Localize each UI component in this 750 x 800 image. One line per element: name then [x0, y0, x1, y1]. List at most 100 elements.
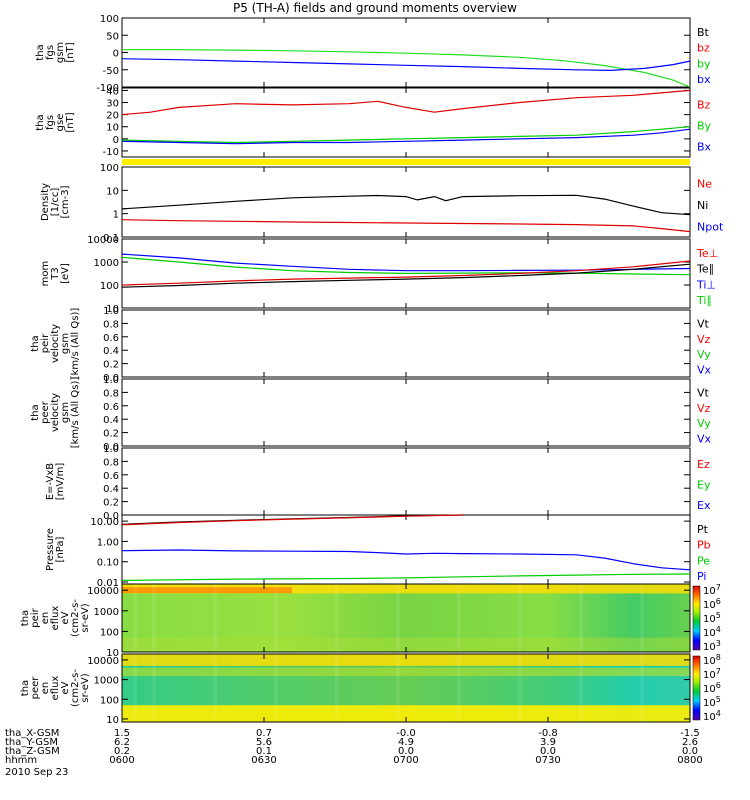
colorbar-peir_en_eflux	[692, 585, 701, 651]
y-tick-label: -10	[103, 147, 119, 158]
ephemeris-value: 1.5	[114, 728, 130, 739]
y-axis-label: eV	[60, 681, 71, 694]
ephemeris-value: -1.5	[680, 728, 700, 739]
y-tick-label: 0.8	[103, 457, 119, 468]
y-tick-label: 100	[100, 163, 119, 174]
y-axis-label: [mV/m]	[55, 463, 66, 501]
y-tick-label: 100	[100, 14, 119, 25]
ephemeris-value: 0.2	[114, 746, 130, 757]
y-tick-label: 1	[113, 210, 119, 221]
y-tick-label: 100	[100, 627, 119, 638]
y-axis-label: [km/s (All Qs)]	[70, 377, 81, 449]
panel-frame-fgs_gse	[121, 87, 691, 158]
y-axis-label: gsm	[60, 333, 71, 354]
series-line-Pb	[121, 514, 463, 526]
y-axis-label: sr-eV)	[80, 673, 91, 702]
y-tick-label: 0.6	[103, 402, 119, 413]
colorbar-label: 106	[703, 597, 721, 611]
series-line-Te∥	[121, 263, 691, 288]
y-tick-label: 10000	[87, 656, 119, 667]
ephemeris-label: tha_Z-GSM	[5, 746, 60, 757]
y-axis-label: en	[40, 612, 51, 625]
ephemeris-value: -0.8	[538, 728, 558, 739]
heatmap-stripe	[335, 654, 339, 722]
panel-frame-pressure	[121, 514, 691, 585]
y-axis-label: tha	[30, 335, 41, 351]
y-axis-label: tha	[30, 404, 41, 420]
y-axis-label: E=-VxB	[45, 463, 56, 500]
y-axis-label: Pressure	[45, 528, 56, 571]
heatmap-stripe	[640, 584, 644, 652]
legend-Vy: Vy	[697, 348, 711, 361]
heatmap-stripe	[213, 654, 217, 722]
ephemeris-value: 0.0	[398, 746, 414, 757]
y-tick-label: 0.1	[103, 233, 119, 244]
legend-Pe: Pe	[697, 554, 710, 567]
y-axis-label: (cm2-s-	[70, 669, 81, 707]
heatmap-band-hot	[122, 587, 292, 594]
legend-Ti∥: Ti∥	[696, 294, 712, 307]
y-tick-label: 10000	[87, 235, 119, 246]
ephemeris-value: 0.7	[256, 728, 272, 739]
y-tick-label: 30	[106, 99, 119, 110]
heatmap-stripe	[274, 654, 278, 722]
heatmap-stripe	[518, 654, 522, 722]
legend-Npot: Npot	[697, 220, 724, 233]
y-tick-label: 0.6	[103, 471, 119, 482]
legend-Vz: Vz	[697, 333, 711, 346]
y-tick-label: 20	[106, 111, 119, 122]
colorbar-label: 105	[703, 611, 721, 625]
y-tick-label: 0.2	[103, 360, 119, 371]
y-axis-label: eflux	[50, 606, 61, 631]
heatmap-stripe	[640, 654, 644, 722]
y-axis-label: tha	[20, 610, 31, 626]
ephemeris-value: 2.6	[682, 737, 698, 748]
y-tick-label: 0	[113, 49, 119, 60]
y-axis-label: tha	[35, 44, 46, 60]
ephemeris-value: 0800	[677, 755, 702, 766]
y-tick-label: 0.01	[97, 578, 119, 589]
y-tick-label: 10	[106, 715, 119, 726]
y-tick-label: 0.4	[103, 415, 119, 426]
ephemeris-value: 0600	[109, 755, 134, 766]
series-line-Pe	[121, 573, 691, 581]
legend-Vx: Vx	[697, 363, 712, 376]
colorbar-label: 105	[703, 695, 721, 709]
heatmap-stripe	[457, 654, 461, 722]
legend-bx: bx	[697, 73, 711, 86]
panel-frame-peir_velocity	[121, 309, 691, 378]
panel-frame-peer_velocity	[121, 378, 691, 447]
heatmap-stripe	[213, 584, 217, 652]
y-axis-label: eflux	[50, 676, 61, 701]
y-tick-label: 0.4	[103, 484, 119, 495]
heatmap-stripe	[518, 584, 522, 652]
y-axis-label: [eV]	[60, 263, 71, 284]
colorbar-peer_en_eflux	[692, 655, 701, 721]
y-tick-label: 1.0	[103, 375, 119, 386]
legend-Bx: Bx	[697, 141, 712, 154]
y-axis-label: [1/cc]	[50, 188, 61, 217]
legend-Pb: Pb	[697, 539, 711, 552]
y-tick-label: 10000	[87, 586, 119, 597]
y-axis-label: [nT]	[65, 112, 76, 132]
y-axis-label: mom	[40, 261, 51, 287]
y-axis-label: Density	[40, 183, 51, 221]
y-tick-label: 1.0	[103, 444, 119, 455]
y-tick-label: 100	[100, 281, 119, 292]
y-tick-label: 0.2	[103, 498, 119, 509]
y-axis-label: gsm	[55, 42, 66, 63]
y-tick-label: 1.00	[97, 537, 119, 548]
panel-frame-e_field	[121, 447, 691, 516]
series-line-Te⊥	[121, 260, 691, 286]
y-axis-label: tha	[35, 114, 46, 130]
legend-Pt: Pt	[697, 523, 709, 536]
y-tick-label: 1000	[94, 676, 119, 687]
y-axis-label: eV	[60, 611, 71, 624]
heatmap-stripe	[152, 654, 156, 722]
legend-Pi: Pi	[697, 570, 706, 583]
y-tick-label: 10	[106, 648, 119, 659]
series-line-Bz	[121, 89, 691, 116]
flag-bar	[122, 159, 690, 165]
y-axis-label: [cm-3]	[60, 185, 71, 218]
legend-Ez: Ez	[697, 458, 710, 471]
